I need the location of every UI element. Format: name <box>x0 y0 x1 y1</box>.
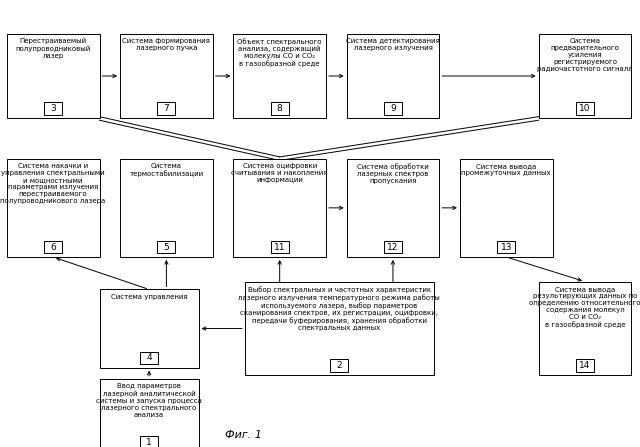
Text: 7: 7 <box>164 104 169 113</box>
Text: Система формирования
лазерного пучка: Система формирования лазерного пучка <box>122 38 211 51</box>
Bar <box>157 102 175 115</box>
Bar <box>576 102 594 115</box>
Bar <box>539 34 632 118</box>
Text: 3: 3 <box>51 104 56 113</box>
Bar <box>100 290 198 367</box>
Text: Система управления: Система управления <box>111 294 188 300</box>
Bar <box>347 34 440 118</box>
Bar <box>140 351 158 364</box>
Bar <box>234 159 326 257</box>
Bar <box>157 241 175 253</box>
Text: Система вывода
промежуточных данных: Система вывода промежуточных данных <box>461 163 551 176</box>
Text: Объект спектрального
анализа, содержащий
молекулы СО и СО₂
в газообразной среде: Объект спектрального анализа, содержащий… <box>237 38 322 67</box>
Bar <box>497 241 515 253</box>
Text: Система оцифровки
считывания и накопления
информации: Система оцифровки считывания и накоплени… <box>232 163 328 183</box>
Bar <box>460 159 553 257</box>
Text: 9: 9 <box>390 104 396 113</box>
Text: 12: 12 <box>387 243 399 252</box>
Text: 8: 8 <box>277 104 282 113</box>
Bar <box>245 282 434 375</box>
Text: Система детектирования
лазерного излучения: Система детектирования лазерного излучен… <box>346 38 440 51</box>
Bar <box>100 379 198 447</box>
Text: 13: 13 <box>500 243 512 252</box>
Text: Ввод параметров
лазерной аналитической
системы и запуска процесса
лазерного спек: Ввод параметров лазерной аналитической с… <box>96 383 202 418</box>
Text: 14: 14 <box>579 361 591 370</box>
Text: 1: 1 <box>147 438 152 447</box>
Bar <box>576 359 594 372</box>
Text: Система вывода
результирующих данных по
определению относительного
содержания мо: Система вывода результирующих данных по … <box>529 286 640 328</box>
Bar <box>120 159 212 257</box>
Bar <box>120 34 212 118</box>
Text: 10: 10 <box>579 104 591 113</box>
Bar <box>347 159 440 257</box>
Text: Система обработки
лазерных спектров
пропускания: Система обработки лазерных спектров проп… <box>357 163 429 184</box>
Text: 5: 5 <box>164 243 169 252</box>
Text: Перестраиваемый
полупроводниковый
лазер: Перестраиваемый полупроводниковый лазер <box>15 38 91 59</box>
Bar <box>44 102 62 115</box>
Bar <box>384 102 402 115</box>
Bar <box>7 159 100 257</box>
Text: Система накачки и
управления спектральными
и мощностными
параметрами излучения
п: Система накачки и управления спектральны… <box>1 163 106 204</box>
Bar <box>7 34 100 118</box>
Text: Выбор спектральных и частотных характеристик
лазерного излучения температурного : Выбор спектральных и частотных характери… <box>238 286 440 331</box>
Bar <box>271 241 289 253</box>
Text: 2: 2 <box>337 361 342 370</box>
Text: 4: 4 <box>147 353 152 363</box>
Bar <box>384 241 402 253</box>
Bar <box>140 436 158 447</box>
Text: 11: 11 <box>274 243 285 252</box>
Text: Система
предварительного
усиления
регистрируемого
радиочастотного сигнала: Система предварительного усиления регист… <box>537 38 633 72</box>
Text: 6: 6 <box>51 243 56 252</box>
Text: Система
термостабилизации: Система термостабилизации <box>129 163 204 177</box>
Bar <box>234 34 326 118</box>
Bar <box>539 282 632 375</box>
Bar <box>330 359 348 372</box>
Bar <box>271 102 289 115</box>
Bar <box>44 241 62 253</box>
Text: Фиг. 1: Фиг. 1 <box>225 430 262 440</box>
